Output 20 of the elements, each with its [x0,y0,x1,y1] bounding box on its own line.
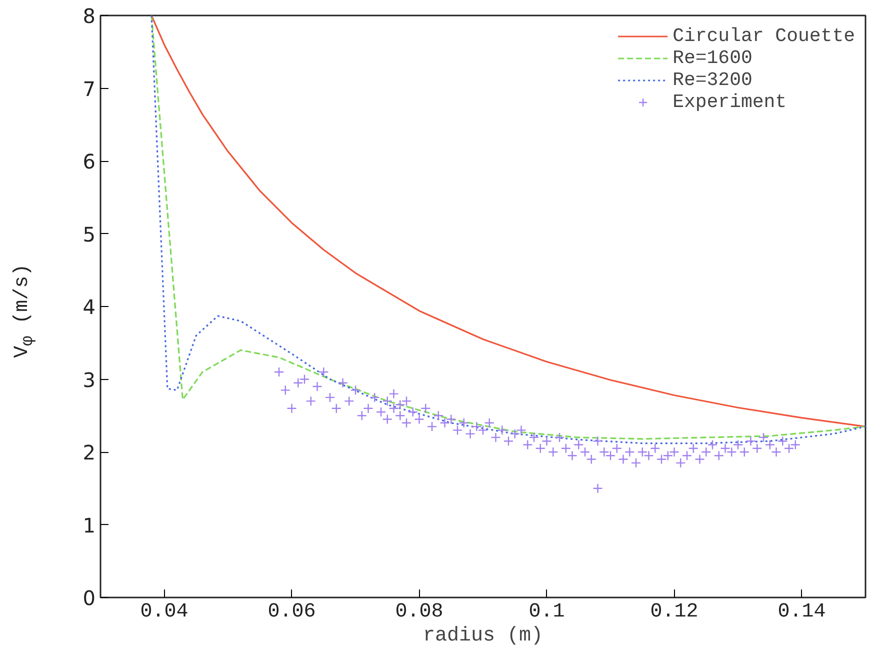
y-tick-label: 1 [82,513,96,538]
legend-label: Re=1600 [672,47,752,69]
x-tick-label: 0.06 [268,600,316,624]
x-tick-label: 0.1 [528,600,565,624]
legend-label: Re=3200 [672,69,752,91]
x-axis-title: radius (m) [422,624,544,648]
legend-label: Circular Couette [672,25,855,47]
y-tick-label: 4 [82,295,96,319]
y-tick-label: 5 [82,222,96,246]
y-tick-label: 3 [82,368,96,392]
y-tick-label: 2 [82,440,96,464]
y-tick-label: 6 [82,150,96,174]
y-tick-label: 8 [82,4,96,28]
y-tick-label: 7 [82,76,96,101]
x-tick-label: 0.08 [395,600,444,624]
x-tick-label: 0.12 [650,600,698,624]
legend-label: Experiment [672,91,787,113]
y-tick-label: 0 [82,586,96,610]
x-tick-label: 0.04 [140,600,188,624]
x-tick-label: 0.14 [778,600,826,624]
